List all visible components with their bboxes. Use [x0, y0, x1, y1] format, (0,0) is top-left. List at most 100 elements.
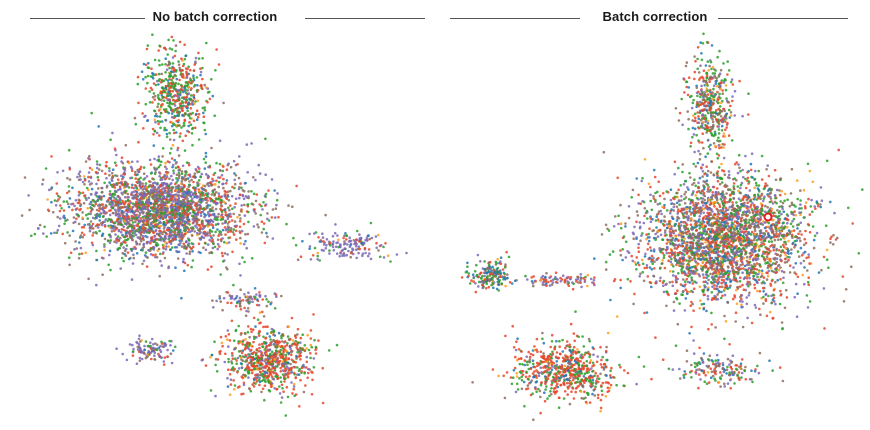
- data-point: [202, 236, 206, 240]
- data-point: [138, 237, 141, 240]
- data-point: [101, 203, 105, 206]
- data-point: [765, 314, 769, 318]
- data-point: [184, 226, 188, 229]
- data-point: [114, 197, 118, 200]
- data-point: [242, 383, 246, 387]
- data-point: [357, 251, 360, 255]
- data-point: [272, 330, 276, 333]
- data-point: [153, 235, 157, 238]
- data-point: [219, 335, 223, 339]
- data-point: [286, 376, 290, 379]
- data-point: [104, 204, 108, 207]
- data-point: [204, 207, 207, 211]
- data-point: [167, 192, 170, 195]
- data-point: [296, 258, 300, 262]
- data-point: [239, 209, 243, 213]
- cell-cluster: [20, 111, 327, 302]
- data-point: [167, 266, 170, 270]
- data-point: [74, 199, 78, 202]
- data-point: [177, 171, 181, 175]
- data-point: [237, 340, 240, 343]
- data-point: [219, 349, 222, 353]
- data-point: [279, 401, 283, 404]
- data-point: [204, 219, 208, 222]
- data-point: [246, 203, 250, 206]
- data-point: [189, 81, 193, 85]
- data-point: [280, 294, 283, 298]
- data-point: [136, 82, 140, 86]
- data-point: [266, 368, 270, 372]
- data-point: [214, 394, 217, 398]
- data-point: [219, 273, 222, 276]
- data-point: [195, 226, 199, 229]
- data-point: [233, 178, 236, 182]
- data-point: [186, 202, 190, 205]
- data-point: [170, 190, 173, 194]
- data-point: [157, 79, 161, 82]
- data-point: [68, 178, 72, 181]
- data-point: [132, 217, 135, 220]
- data-point: [235, 362, 238, 366]
- data-point: [164, 71, 167, 74]
- data-point: [223, 221, 227, 225]
- data-point: [297, 373, 301, 377]
- data-point: [208, 97, 212, 101]
- data-point: [62, 209, 66, 212]
- data-point: [98, 219, 101, 222]
- data-point: [151, 127, 155, 131]
- data-point: [148, 212, 152, 216]
- data-point: [187, 218, 191, 221]
- data-point: [105, 186, 109, 189]
- data-point: [366, 254, 370, 258]
- data-point: [118, 200, 121, 203]
- data-point: [276, 377, 279, 381]
- data-point: [252, 316, 256, 320]
- data-point: [224, 211, 227, 214]
- data-point: [224, 182, 228, 185]
- data-point: [175, 99, 178, 102]
- data-point: [324, 213, 327, 217]
- data-point: [142, 242, 146, 246]
- data-point: [211, 94, 215, 98]
- data-point: [171, 246, 174, 249]
- data-point: [291, 339, 295, 342]
- data-point: [279, 366, 283, 370]
- data-point: [204, 132, 207, 136]
- data-point: [259, 370, 262, 374]
- data-point: [152, 194, 155, 198]
- data-point: [202, 188, 206, 192]
- data-point: [169, 248, 172, 251]
- data-point: [144, 182, 148, 185]
- data-point: [303, 371, 306, 375]
- data-point: [187, 189, 191, 192]
- data-point: [765, 255, 769, 258]
- data-point: [231, 357, 235, 361]
- data-point: [169, 101, 172, 105]
- data-point: [218, 297, 222, 300]
- data-point: [225, 241, 229, 245]
- data-point: [169, 86, 173, 89]
- data-point: [244, 338, 247, 341]
- data-point: [279, 370, 283, 373]
- data-point: [227, 162, 230, 165]
- data-point: [270, 385, 273, 389]
- data-point: [261, 372, 265, 376]
- data-point: [382, 245, 385, 249]
- data-point: [261, 369, 265, 373]
- data-point: [159, 224, 163, 228]
- data-point: [287, 325, 290, 328]
- data-point: [602, 150, 606, 154]
- data-point: [291, 205, 294, 208]
- data-point: [310, 345, 314, 349]
- data-point: [239, 274, 242, 277]
- data-point: [290, 381, 293, 384]
- data-point: [362, 241, 366, 245]
- data-point: [235, 359, 238, 362]
- data-point: [213, 194, 216, 197]
- data-point: [143, 344, 146, 348]
- data-point: [299, 336, 303, 340]
- data-point: [149, 201, 153, 205]
- data-point: [182, 104, 185, 108]
- data-point: [386, 254, 390, 257]
- data-point: [78, 174, 82, 178]
